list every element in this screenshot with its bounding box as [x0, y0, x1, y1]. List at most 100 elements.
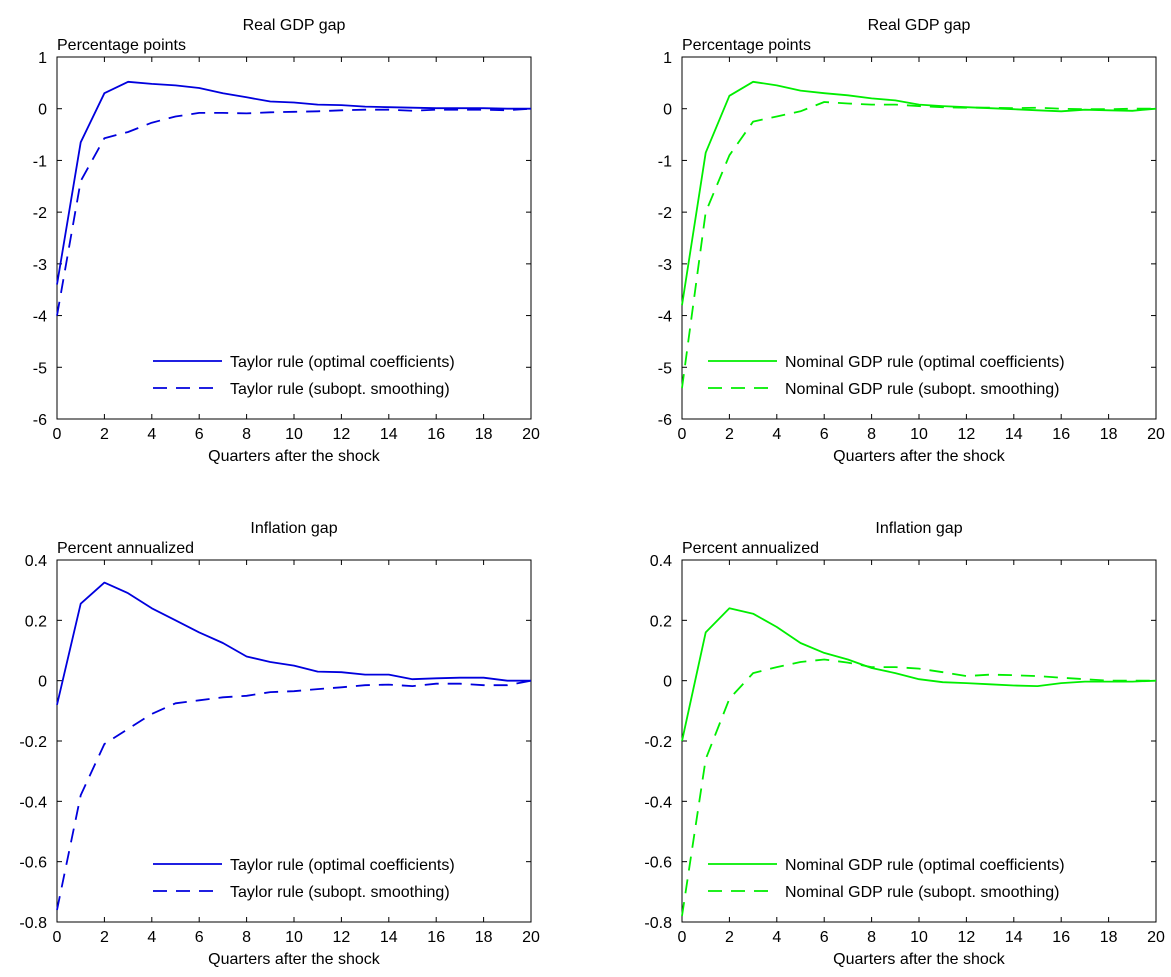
- chart2-xtick-label: 8: [242, 929, 251, 946]
- chart3-ytick-label: 0.2: [650, 613, 672, 630]
- chart3-xlabel: Quarters after the shock: [833, 951, 1006, 968]
- chart2-xtick-label: 6: [195, 929, 204, 946]
- chart0-xtick-label: 16: [427, 426, 445, 443]
- chart2-series-solid-line: [56, 581, 531, 706]
- chart3-xtick-label: 16: [1052, 929, 1070, 946]
- chart0-ytick-label: -6: [33, 412, 47, 429]
- chart1-ytick-label: -6: [658, 412, 672, 429]
- chart0-ytick-label: -1: [33, 153, 47, 170]
- chart1-xtick-label: 18: [1100, 426, 1118, 443]
- chart2-ytick-label: 0: [38, 674, 47, 691]
- chart0-legend-label: Taylor rule (subopt. smoothing): [230, 381, 450, 398]
- chart0-xtick-label: 14: [380, 426, 398, 443]
- chart0-ytick-label: 1: [38, 50, 47, 67]
- chart2-series-dashed-line: [56, 679, 532, 911]
- chart1-ytick-label: -3: [658, 257, 672, 274]
- chart1-xlabel: Quarters after the shock: [833, 448, 1006, 465]
- chart2-ytick-label: -0.8: [19, 915, 47, 932]
- chart1-legend-label: Nominal GDP rule (subopt. smoothing): [785, 381, 1060, 398]
- chart0-xtick-label: 10: [285, 426, 303, 443]
- chart3-series-dashed-line: [681, 658, 1156, 917]
- chart1-xtick-label: 8: [867, 426, 876, 443]
- chart1-ytick-label: -4: [658, 309, 672, 326]
- chart3-xtick-label: 12: [958, 929, 976, 946]
- chart2-panel: Inflation gap Percent annualized Quarters …: [19, 520, 540, 968]
- chart3-xtick-label: 4: [772, 929, 781, 946]
- chart2-xtick-label: 20: [522, 929, 540, 946]
- chart3-legend-label: Nominal GDP rule (subopt. smoothing): [785, 884, 1060, 901]
- chart3-xtick-label: 10: [910, 929, 928, 946]
- chart3-xtick-label: 0: [678, 929, 687, 946]
- chart3-ytick-label: -0.6: [644, 855, 672, 872]
- chart1-series-dashed-line: [681, 101, 1156, 389]
- chart3-ylabel: Percent annualized: [682, 540, 819, 557]
- chart1-panel: Real GDP gap Percentage points Quarters af…: [658, 17, 1165, 465]
- chart1-xtick-label: 10: [910, 426, 928, 443]
- chart0-ytick-label: -4: [33, 309, 47, 326]
- chart1-ytick-label: -1: [658, 153, 672, 170]
- chart1-xtick-label: 12: [958, 426, 976, 443]
- chart0-xtick-label: 20: [522, 426, 540, 443]
- chart2-legend-label: Taylor rule (optimal coefficients): [230, 857, 455, 874]
- chart3-xtick-label: 6: [820, 929, 829, 946]
- chart1-ytick-label: 0: [663, 102, 672, 119]
- chart0-ytick-label: -3: [33, 257, 47, 274]
- chart0-panel: Real GDP gap Percentage points Quarters af…: [33, 17, 540, 465]
- chart1-legend-label: Nominal GDP rule (optimal coefficients): [785, 354, 1065, 371]
- chart0-xtick-label: 6: [195, 426, 204, 443]
- chart1-ytick-label: -2: [658, 205, 672, 222]
- chart1-series-solid-line: [681, 80, 1157, 306]
- chart1-title: Real GDP gap: [868, 17, 971, 34]
- chart0-xtick-label: 0: [53, 426, 62, 443]
- chart1-ytick-label: 1: [663, 50, 672, 67]
- chart3-xtick-label: 14: [1005, 929, 1023, 946]
- chart2-ytick-label: -0.6: [19, 855, 47, 872]
- chart2-ylabel: Percent annualized: [57, 540, 194, 557]
- chart2-xtick-label: 2: [100, 929, 109, 946]
- chart2-xtick-label: 18: [475, 929, 493, 946]
- chart3-ytick-label: -0.8: [644, 915, 672, 932]
- chart0-ytick-label: -5: [33, 360, 47, 377]
- chart3-legend-label: Nominal GDP rule (optimal coefficients): [785, 857, 1065, 874]
- chart3-ytick-label: -0.4: [644, 794, 672, 811]
- chart1-xtick-label: 4: [772, 426, 781, 443]
- chart0-xtick-label: 8: [242, 426, 251, 443]
- chart2-xtick-label: 0: [53, 929, 62, 946]
- chart0-ylabel: Percentage points: [57, 37, 186, 54]
- chart0-xtick-label: 2: [100, 426, 109, 443]
- chart3-xtick-label: 8: [867, 929, 876, 946]
- chart1-xtick-label: 16: [1052, 426, 1070, 443]
- chart1-xtick-label: 20: [1147, 426, 1165, 443]
- chart1-ylabel: Percentage points: [682, 37, 811, 54]
- chart0-series-solid-line: [56, 80, 531, 285]
- chart3-title: Inflation gap: [875, 520, 962, 537]
- chart0-ytick-label: -2: [33, 205, 47, 222]
- chart0-xtick-label: 18: [475, 426, 493, 443]
- chart2-xtick-label: 4: [147, 929, 156, 946]
- chart3-xtick-label: 20: [1147, 929, 1165, 946]
- chart1-xtick-label: 6: [820, 426, 829, 443]
- chart3-ytick-label: 0.4: [650, 553, 672, 570]
- chart0-title: Real GDP gap: [243, 17, 346, 34]
- chart2-xtick-label: 16: [427, 929, 445, 946]
- chart0-legend-label: Taylor rule (optimal coefficients): [230, 354, 455, 371]
- chart2-ytick-label: 0.2: [25, 613, 47, 630]
- chart2-ytick-label: -0.4: [19, 794, 47, 811]
- chart2-xlabel: Quarters after the shock: [208, 951, 381, 968]
- chart0-xtick-label: 12: [333, 426, 351, 443]
- chart3-ytick-label: 0: [663, 674, 672, 691]
- chart3-xtick-label: 2: [725, 929, 734, 946]
- chart1-ytick-label: -5: [658, 360, 672, 377]
- chart3-ytick-label: -0.2: [644, 734, 672, 751]
- chart1-xtick-label: 14: [1005, 426, 1023, 443]
- chart1-xtick-label: 2: [725, 426, 734, 443]
- chart2-ytick-label: 0.4: [25, 553, 47, 570]
- chart1-xtick-label: 0: [678, 426, 687, 443]
- chart3-panel: Inflation gap Percent annualized Quarters …: [644, 520, 1165, 968]
- chart3-xtick-label: 18: [1100, 929, 1118, 946]
- chart0-ytick-label: 0: [38, 102, 47, 119]
- chart2-legend-label: Taylor rule (subopt. smoothing): [230, 884, 450, 901]
- chart2-xtick-label: 14: [380, 929, 398, 946]
- chart0-xtick-label: 4: [147, 426, 156, 443]
